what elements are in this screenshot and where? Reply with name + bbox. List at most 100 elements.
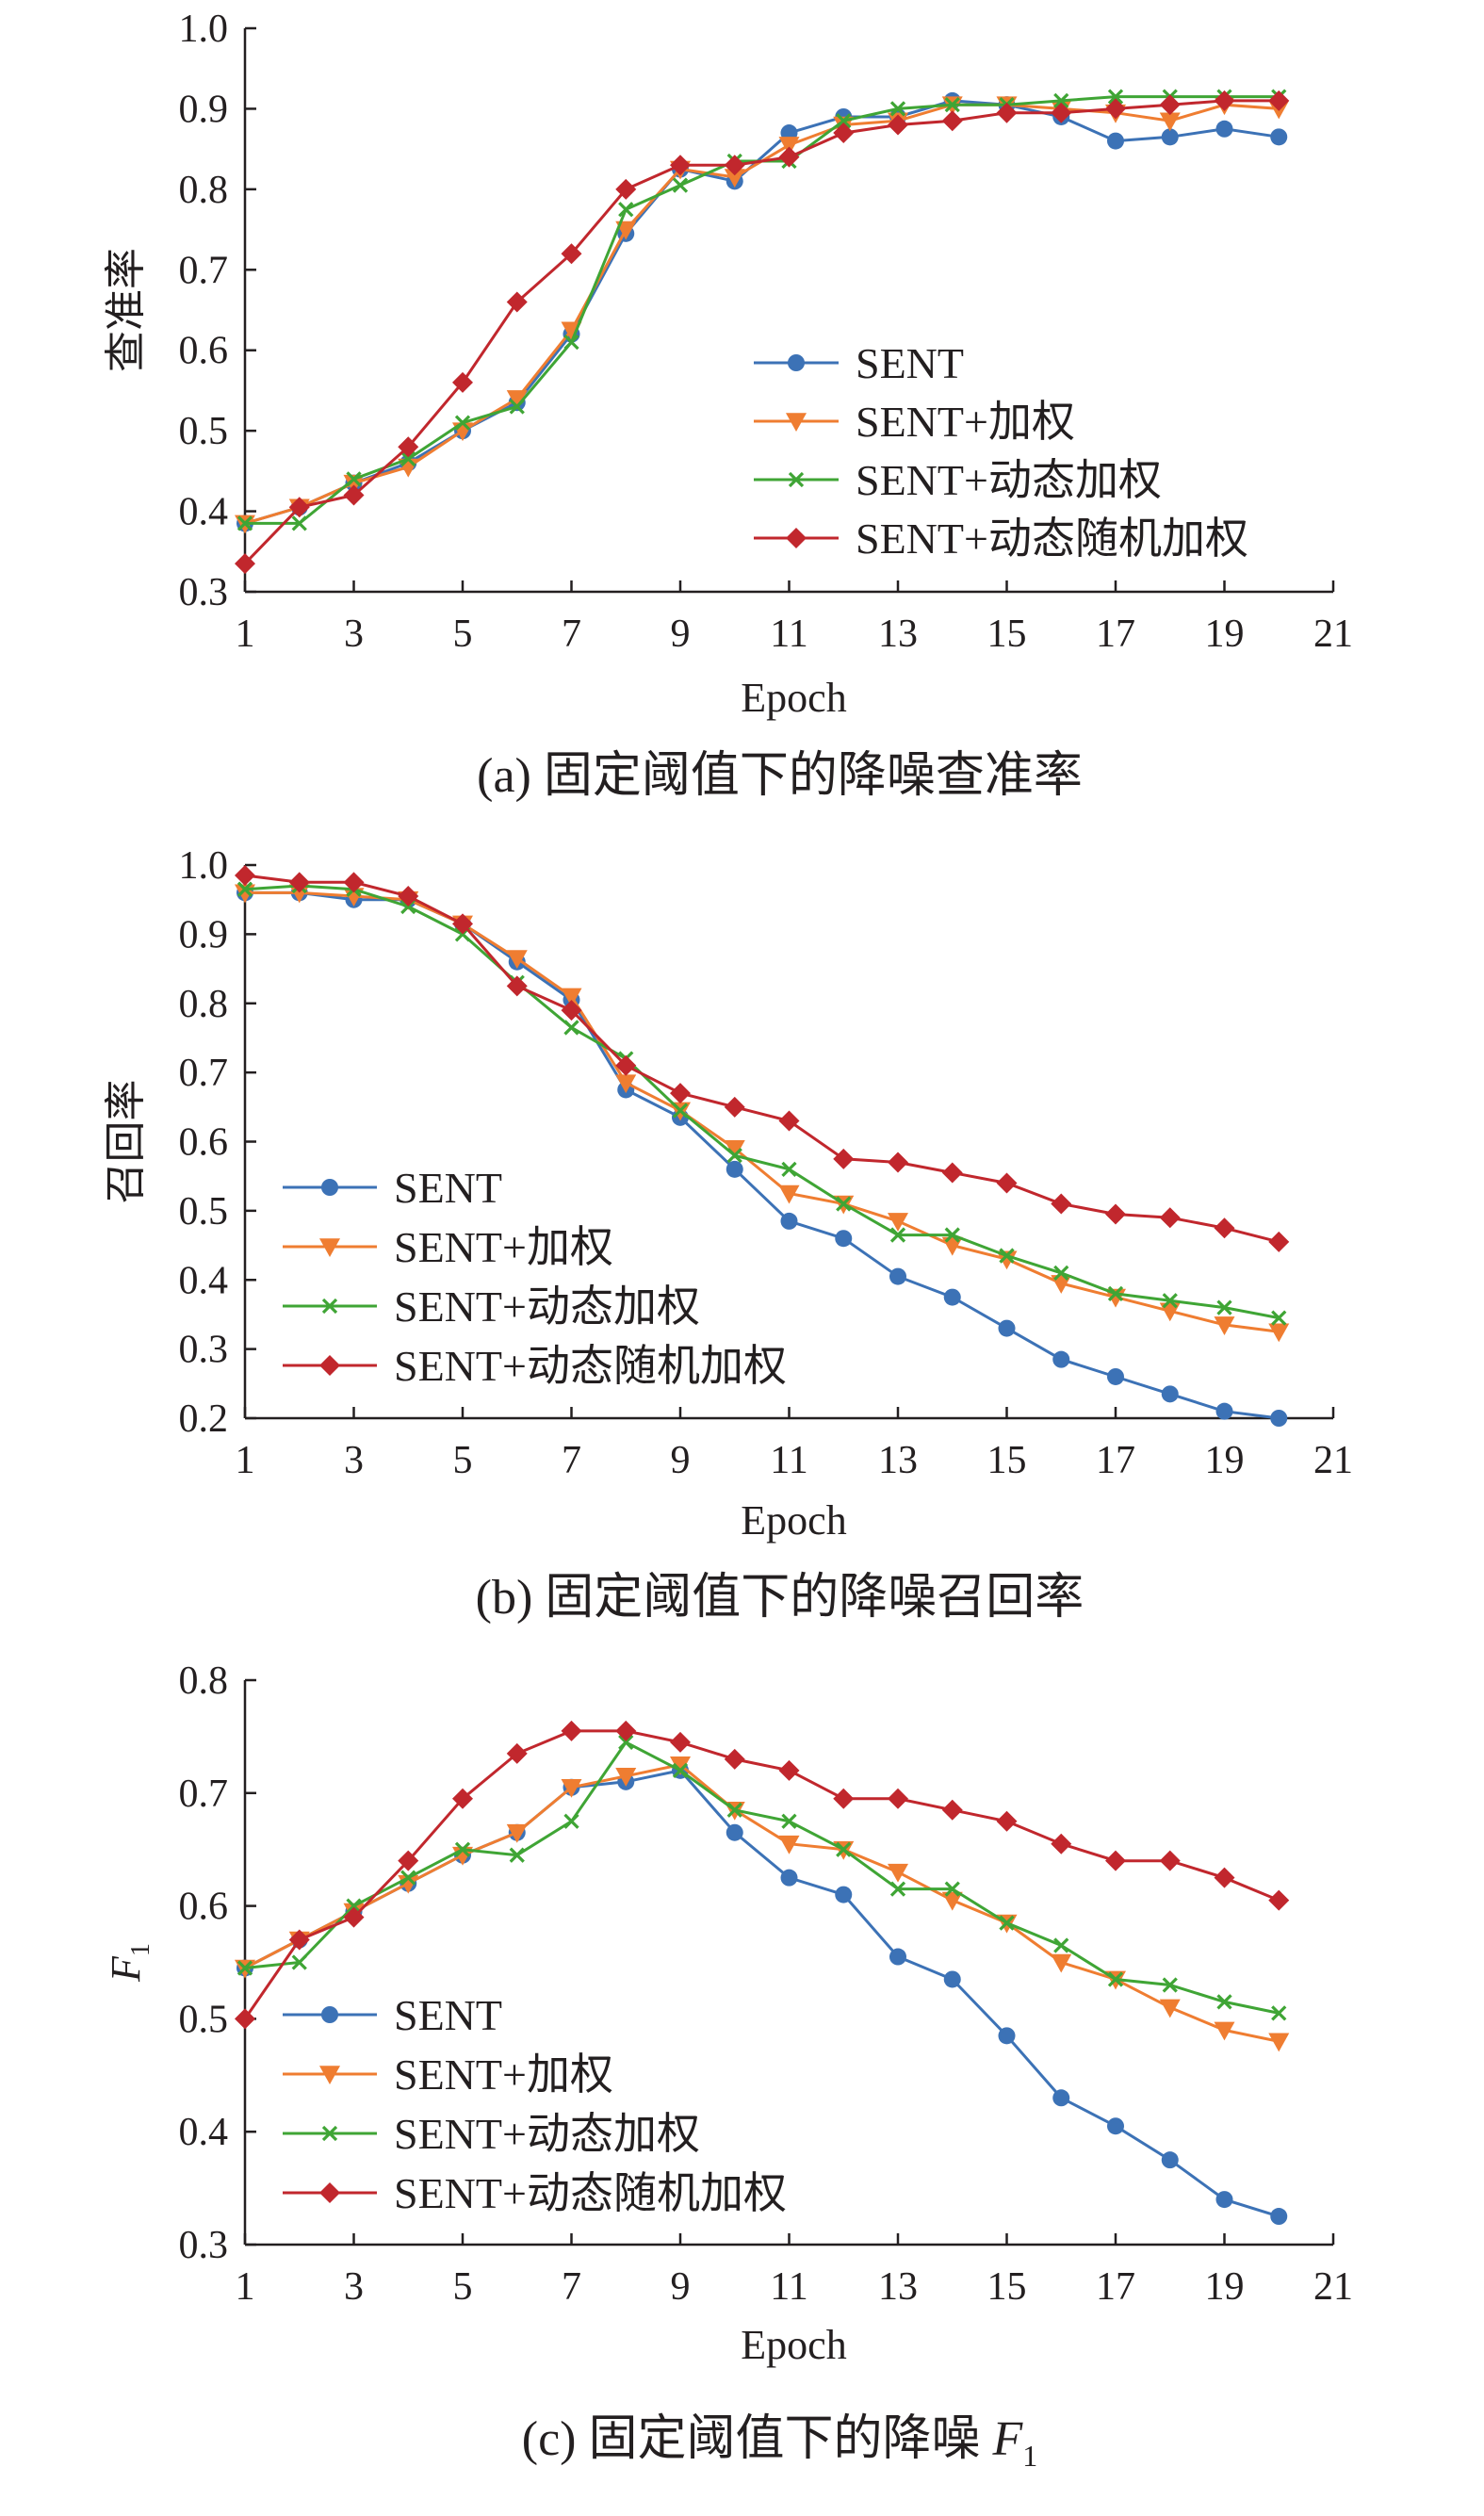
data-point	[343, 872, 365, 893]
y-axis-label: 查准率	[103, 248, 149, 372]
data-point	[400, 450, 416, 467]
data-point	[506, 1823, 528, 1843]
y-tick-label: 0.4	[179, 2111, 229, 2154]
data-point	[506, 1742, 528, 1764]
data-point	[1270, 2208, 1288, 2226]
data-point	[944, 1227, 960, 1243]
series-line	[244, 99, 1280, 525]
data-point	[452, 913, 473, 935]
x-axis-label: Epoch	[741, 675, 846, 721]
data-point	[509, 399, 525, 415]
data-point	[506, 975, 528, 997]
x-tick-label: 15	[987, 613, 1027, 656]
x-tick-label: 9	[671, 613, 691, 656]
data-point	[778, 1835, 800, 1854]
x-tick-label: 9	[671, 2265, 691, 2309]
data-point	[1214, 2021, 1235, 2041]
data-point	[889, 101, 906, 117]
series-line	[245, 890, 1280, 1333]
legend-label: SENT	[394, 1164, 502, 1212]
data-point	[996, 102, 1018, 123]
y-tick-label: 0.9	[179, 88, 229, 131]
x-tick-label: 15	[987, 1439, 1027, 1482]
data-point	[1051, 1193, 1072, 1215]
chart-caption: (b) 固定阈值下的降噪召回率	[476, 1571, 1084, 1625]
x-tick-label: 5	[453, 1439, 473, 1482]
legend-marker	[321, 1179, 338, 1196]
data-point	[1216, 1299, 1232, 1315]
series-4	[235, 90, 1290, 575]
data-point	[235, 553, 255, 575]
data-point	[1105, 1203, 1126, 1225]
y-tick-label: 0.3	[179, 1329, 229, 1372]
x-tick-label: 11	[770, 1439, 807, 1482]
data-point	[672, 1762, 689, 1778]
legend-label: SENT+加权	[856, 398, 1075, 446]
y-tick-label: 0.4	[179, 491, 229, 534]
legend-marker	[319, 2066, 340, 2084]
legend: SENT SENT+加权 SENT+动态加权 SENT+动态随机加权	[283, 1991, 787, 2217]
y-tick-label: 1.0	[179, 8, 229, 51]
x-tick-label: 1	[236, 1439, 255, 1482]
data-point	[615, 221, 637, 240]
data-point	[1107, 2117, 1124, 2135]
x-tick-label: 3	[344, 1439, 364, 1482]
data-point	[509, 1847, 525, 1863]
data-point	[454, 1841, 471, 1857]
data-point	[726, 1160, 743, 1178]
legend: SENT SENT+加权 SENT+动态加权 SENT+动态随机加权	[754, 339, 1248, 563]
data-point	[506, 950, 528, 970]
chart-2: 0.20.30.40.50.60.70.80.91.01 3 5 7 9 11 13 15 17…	[103, 844, 1353, 1625]
data-point	[452, 371, 473, 393]
data-point	[1107, 132, 1124, 150]
data-point	[1215, 1402, 1233, 1420]
data-point	[343, 1906, 365, 1928]
data-point	[561, 243, 582, 265]
x-tick-label: 1	[236, 2265, 255, 2309]
data-point	[1214, 1867, 1235, 1888]
data-point	[1270, 128, 1288, 146]
data-point	[780, 1869, 798, 1887]
data-point	[941, 110, 963, 132]
y-tick-label: 0.6	[179, 330, 229, 373]
data-point	[288, 1929, 310, 1951]
data-point	[1214, 1316, 1235, 1335]
data-point	[670, 1083, 691, 1104]
data-point	[615, 1074, 637, 1094]
legend-label: SENT+加权	[394, 1223, 613, 1271]
data-point	[400, 898, 416, 915]
data-point	[835, 1886, 853, 1903]
series-line	[244, 874, 1280, 1244]
data-point	[672, 177, 689, 193]
data-point	[1161, 1385, 1179, 1403]
data-point	[888, 1152, 908, 1173]
data-point	[724, 1096, 745, 1118]
x-tick-label: 19	[1205, 1439, 1245, 1482]
data-point	[1268, 1889, 1290, 1911]
y-tick-label: 0.8	[179, 983, 229, 1026]
data-point	[343, 484, 365, 506]
data-point	[1051, 102, 1072, 123]
data-point	[998, 2027, 1016, 2045]
y-tick-label: 0.8	[179, 169, 229, 212]
data-point	[835, 1230, 853, 1248]
data-point	[236, 1960, 253, 1976]
y-tick-label: 0.2	[179, 1397, 229, 1441]
x-tick-label: 17	[1096, 2265, 1135, 2309]
data-point	[1159, 94, 1181, 116]
data-point	[941, 1891, 963, 1911]
data-point	[780, 1212, 798, 1230]
data-point	[781, 1813, 797, 1829]
y-tick-label: 0.3	[179, 2224, 229, 2267]
legend-label: SENT+动态加权	[394, 2110, 700, 2158]
data-point	[889, 1948, 906, 1966]
data-point	[561, 1000, 582, 1021]
x-tick-label: 11	[770, 2265, 807, 2309]
y-tick-label: 1.0	[179, 844, 229, 888]
data-point	[836, 1196, 852, 1212]
data-point	[235, 2008, 255, 2030]
legend-marker	[321, 1298, 338, 1315]
data-point	[889, 1227, 906, 1243]
data-point	[1214, 1217, 1235, 1239]
data-point	[618, 1734, 634, 1751]
